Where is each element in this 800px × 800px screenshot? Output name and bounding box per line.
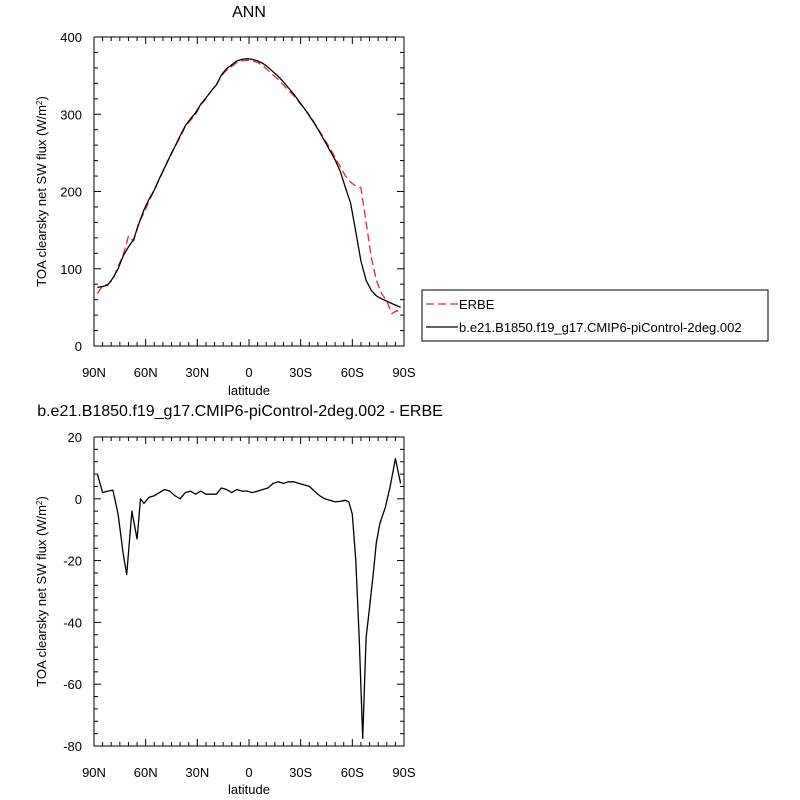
y-tick-label: -80 [63,739,82,754]
y-tick-label: 100 [60,262,82,277]
difference-panel: b.e21.B1850.f19_g17.CMIP6-piControl-2deg… [34,403,443,797]
x-tick-label: 90S [392,365,415,380]
flux-comparison-panel: ANN latitude TOA clearsky net SW flux (W… [34,4,769,398]
x-tick-label: 0 [245,365,252,380]
legend-label-erbe: ERBE [459,297,495,312]
x-tick-label: 90N [82,365,106,380]
x-tick-label: 30N [185,765,209,780]
legend-label-model: b.e21.B1850.f19_g17.CMIP6-piControl-2deg… [459,320,742,335]
series-line-1 [97,57,401,308]
y-tick-label: 400 [60,30,82,45]
y-tick-label: 20 [68,430,82,445]
x-tick-label: 30N [185,365,209,380]
x-axis-label: latitude [228,383,270,398]
chart-title: b.e21.B1850.f19_g17.CMIP6-piControl-2deg… [37,403,443,420]
plot-frame [93,36,405,347]
series-line-0 [96,59,402,316]
y-tick-label: -60 [63,677,82,692]
x-tick-label: 60N [134,765,158,780]
x-tick-label: 60S [341,365,364,380]
series-line-0 [96,457,402,739]
y-tick-label: 200 [60,185,82,200]
x-tick-label: 60N [134,365,158,380]
y-axis-label: TOA clearsky net SW flux (W/m2) [34,496,49,687]
y-tick-label: -40 [63,615,82,630]
x-tick-label: 90N [82,765,106,780]
x-tick-label: 30S [289,365,312,380]
y-tick-label: 0 [75,492,82,507]
y-tick-label: 0 [75,339,82,354]
chart-title: ANN [232,4,266,21]
x-tick-label: 0 [245,765,252,780]
y-tick-label: -20 [63,554,82,569]
x-tick-label: 90S [392,765,415,780]
y-tick-label: 300 [60,107,82,122]
x-axis-label: latitude [228,782,270,797]
x-tick-label: 60S [341,765,364,780]
legend-box [421,289,769,342]
legend: ERBE b.e21.B1850.f19_g17.CMIP6-piControl… [421,289,769,342]
x-tick-label: 30S [289,765,312,780]
y-axis-label: TOA clearsky net SW flux (W/m2) [34,96,49,287]
